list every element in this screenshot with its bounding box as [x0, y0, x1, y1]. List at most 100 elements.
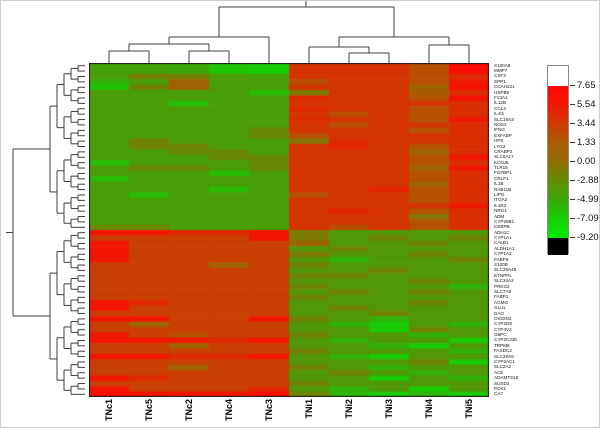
- tick-label: -2.88: [577, 174, 599, 186]
- gene-label: LYG2: [494, 143, 506, 149]
- gene-label: IL4I1: [494, 111, 505, 117]
- tick-label: 7.65: [577, 79, 596, 91]
- gene-label: NOS2: [494, 121, 507, 127]
- sample-label: TNi2: [344, 399, 354, 419]
- gene-label: S100A9: [494, 62, 511, 68]
- gene-label: CYP1A2: [494, 251, 512, 257]
- colorbar-ticks: 7.65 5.54 3.44 1.33 0.00 -2.88 -4.99 -7.09 -9.20: [570, 65, 599, 265]
- tick-mark: [570, 122, 575, 124]
- sample-label: TNi1: [304, 399, 314, 419]
- colorbar-tick: -4.99: [570, 194, 599, 205]
- gene-label: CYP4V2: [494, 326, 512, 332]
- gene-label: FGFBP1: [494, 170, 512, 176]
- colorbar-white-cap: [548, 66, 568, 86]
- gene-label: ADH1C: [494, 229, 510, 235]
- tick-label: 3.44: [577, 117, 596, 129]
- gene-label: CALB1: [494, 240, 509, 246]
- colorbar-gradient: [548, 86, 568, 238]
- gene-label: ALDH1A1: [494, 245, 515, 251]
- gene-label: CRLF1: [494, 175, 509, 181]
- tick-mark: [570, 198, 575, 200]
- tick-mark: [570, 160, 575, 162]
- tick-label: -7.09: [577, 212, 599, 224]
- tick-mark: [570, 217, 575, 219]
- gene-label: EXFABP: [494, 132, 512, 138]
- gene-label: SLC7A9: [494, 288, 512, 294]
- gene-label: CCL4: [494, 105, 506, 111]
- gene-label: S100B: [494, 262, 508, 268]
- gene-label: ITGA2: [494, 197, 508, 203]
- colorbar-tick: 1.33: [570, 136, 596, 148]
- gene-label: IL1B: [494, 181, 504, 187]
- tick-label: 1.33: [577, 136, 596, 148]
- gene-label: CYP26B1: [494, 218, 515, 224]
- tick-mark: [570, 141, 575, 143]
- gene-label: IFNG: [494, 127, 505, 133]
- sample-label: TNc5: [144, 399, 154, 422]
- sample-label: TNc1: [104, 399, 114, 422]
- heatmap-canvas: [89, 63, 489, 397]
- gene-label: CSF3: [494, 73, 506, 79]
- row-dendrogram: [6, 65, 85, 395]
- gene-label: SLC16A3: [494, 116, 514, 122]
- column-dendrogram: [108, 1, 470, 63]
- sample-label: TNc2: [184, 399, 194, 422]
- colorbar-tick: 7.65: [570, 79, 596, 91]
- tick-label: -9.20: [577, 231, 599, 243]
- tick-mark: [570, 236, 575, 238]
- gene-label: ACE: [494, 369, 504, 375]
- sample-label: TNi3: [384, 399, 394, 419]
- gene-row-labels: S100A9 MMP7 CSF3 SPP1 CCAH221 HSPB9 F13A1 IL12B…: [494, 63, 549, 397]
- gene-label: RAB11B: [494, 186, 512, 192]
- gene-label: SLC34A2: [494, 278, 514, 284]
- gene-label: ADAMTS18: [494, 375, 519, 381]
- gene-label: SPP1: [494, 78, 506, 84]
- gene-label: PCK1: [494, 385, 507, 391]
- gene-label: FAXDC2: [494, 348, 512, 354]
- gene-label: G6PC: [494, 332, 507, 338]
- gene-label: SUSD2: [494, 380, 510, 386]
- gene-label: CYP2AC1: [494, 358, 515, 364]
- gene-label: CYP2D6: [494, 321, 512, 327]
- gene-label: SLC25A48: [494, 267, 517, 273]
- gene-label: CYP1A1: [494, 235, 512, 241]
- colorbar-tick: 3.44: [570, 117, 596, 129]
- gene-label: LIPG: [494, 191, 505, 197]
- gene-label: NRG1: [494, 208, 507, 214]
- gene-label: HPX: [494, 138, 504, 144]
- tick-mark: [570, 179, 575, 181]
- gene-label: CCAH221: [494, 84, 515, 90]
- gene-label: CA7: [494, 391, 503, 397]
- sample-label: TNc3: [264, 399, 274, 422]
- tick-label: 0.00: [577, 155, 596, 167]
- gene-label: PRKG2: [494, 283, 510, 289]
- gene-label: FABP6: [494, 256, 509, 262]
- gene-label: CEBPB: [494, 224, 510, 230]
- gene-label: TRPM6: [494, 342, 510, 348]
- gene-label: HSPB9: [494, 89, 510, 95]
- gene-label: KCNJ5: [494, 159, 509, 165]
- gene-label: SLC26A9: [494, 353, 514, 359]
- colorbar: [547, 65, 569, 255]
- gene-label: ADM: [494, 213, 505, 219]
- gene-label: FABP1: [494, 294, 509, 300]
- gene-label: F13A1: [494, 95, 508, 101]
- colorbar-tick: 0.00: [570, 155, 596, 167]
- colorbar-tick: 5.54: [570, 98, 596, 110]
- gene-label: GLUL: [494, 305, 507, 311]
- sample-label: TNi4: [424, 399, 434, 419]
- tick-mark: [570, 103, 575, 105]
- tick-mark: [570, 84, 575, 86]
- gene-label: MMP7: [494, 68, 508, 74]
- tick-label: 5.54: [577, 98, 596, 110]
- gene-label: OSGIN1: [494, 315, 512, 321]
- gene-label: DAO: [494, 310, 504, 316]
- gene-label: SLC2A2: [494, 364, 512, 370]
- sample-label: TNi5: [464, 399, 474, 419]
- colorbar-tick: -9.20: [570, 231, 599, 243]
- colorbar-tick: -2.88: [570, 174, 599, 186]
- gene-label: AGMO: [494, 299, 509, 305]
- sample-label: TNc4: [224, 399, 234, 422]
- gene-label: IL1R2: [494, 202, 507, 208]
